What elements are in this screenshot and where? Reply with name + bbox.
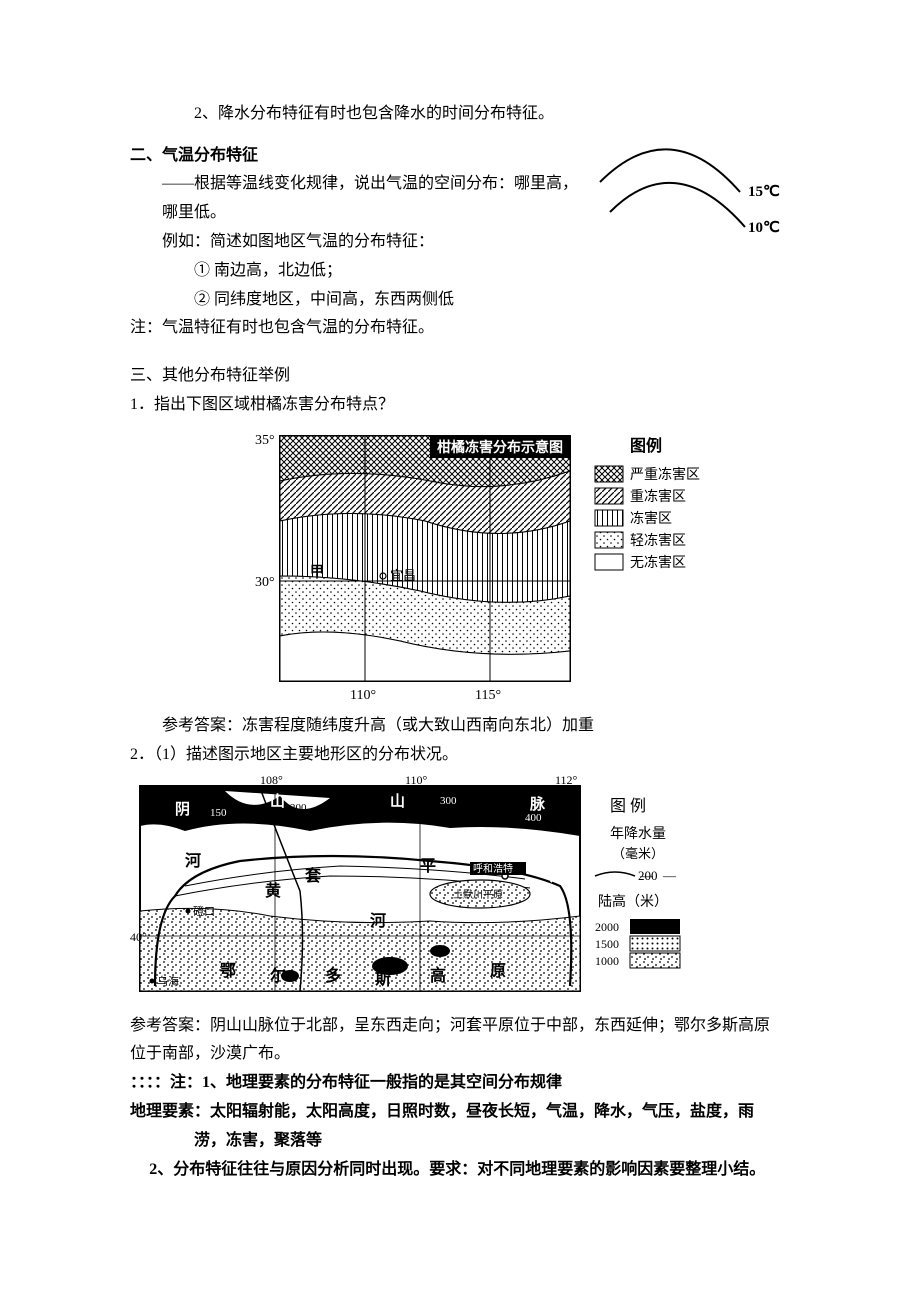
sec3-heading: 三、其他分布特征举例 xyxy=(130,362,790,391)
svg-text:山: 山 xyxy=(390,793,405,810)
sec3-ans1: 参考答案：冻害程度随纬度升高（或大致山西南向东北）加重 xyxy=(162,712,790,741)
fig2-city-dengkou: 磴口 xyxy=(193,905,215,918)
fig1-lat-35: 35° xyxy=(255,433,275,448)
sec3-ans2b: 位于南部，沙漠广布。 xyxy=(130,1040,790,1069)
fig1-city-jia: 甲 xyxy=(310,564,324,580)
isotherm-label-15: 15℃ xyxy=(748,184,780,200)
svg-text:河: 河 xyxy=(185,851,201,870)
note-1a: ：：：：注：1、地理要素的分布特征一般指的是其空间分布规律 xyxy=(130,1069,790,1098)
fig2-lat-40: 40° xyxy=(130,930,147,944)
fig2-precip-unit: （毫米） xyxy=(612,846,664,861)
note-2: 2、分布特征往往与原因分析同时出现。要求：对不同地理要素的影响因素要整理小结。 xyxy=(149,1156,790,1185)
sec2-item2: ② 同纬度地区，中间高，东西两侧低 xyxy=(194,286,790,315)
sec2-item1: ① 南边高，北边低； xyxy=(194,257,790,286)
figure-2-hetao-map: 土默川平原 阴 山 山 脉 河 套 黄 平 原 河 鄂 尔 多 斯 高 原 15… xyxy=(130,776,790,1006)
svg-text:尔: 尔 xyxy=(270,966,286,985)
svg-text:斯: 斯 xyxy=(375,969,391,988)
fig2-lon-112: 112° xyxy=(555,776,578,787)
fig2-elev-label: 陆高（米） xyxy=(598,893,668,910)
svg-text:套: 套 xyxy=(304,866,322,885)
fig2-precip-label: 年降水量 xyxy=(610,826,666,842)
figure-1-citrus-frost-map: 柑橘冻害分布示意图 甲 宜昌 35° 30° 110° 115° 图例 严重冻害… xyxy=(130,426,790,706)
sec3-ans2a: 参考答案：阴山山脉位于北部，呈东西走向；河套平原位于中部，东西延伸；鄂尔多斯高原 xyxy=(130,1012,790,1041)
isotherm-label-10: 10℃ xyxy=(748,220,780,236)
fig1-legend-1: 重冻害区 xyxy=(630,488,686,505)
isotherm-diagram: 15℃ 10℃ xyxy=(590,132,790,252)
svg-text:2000: 2000 xyxy=(595,920,619,934)
svg-text:河: 河 xyxy=(370,911,386,930)
fig1-city-yichang: 宜昌 xyxy=(390,568,416,583)
fig1-legend-0: 严重冻害区 xyxy=(630,466,700,483)
svg-text:平: 平 xyxy=(420,857,436,875)
svg-text:150: 150 xyxy=(210,807,227,819)
svg-text:—: — xyxy=(662,868,677,883)
fig1-legend-2: 冻害区 xyxy=(630,510,672,527)
fig2-lon-108: 108° xyxy=(260,776,283,787)
note-1c: 涝，冻害，聚落等 xyxy=(194,1127,790,1156)
svg-text:200: 200 xyxy=(638,868,658,883)
sec3-q1: 1．指出下图区域柑橘冻害分布特点？ xyxy=(130,391,790,420)
fig2-lon-110: 110° xyxy=(405,776,428,787)
svg-text:1000: 1000 xyxy=(595,954,619,968)
fig1-lon-110: 110° xyxy=(350,688,376,703)
fig1-legend-3: 轻冻害区 xyxy=(630,532,686,549)
fig2-city-wuhai: 乌海 xyxy=(157,974,179,988)
fig2-legend-title: 图 例 xyxy=(610,797,646,815)
sec3-q2: 2．（1）描述图示地区主要地形区的分布状况。 xyxy=(130,741,790,770)
fig1-lon-115: 115° xyxy=(475,688,501,703)
precip-note: 2、降水分布特征有时也包含降水的时间分布特征。 xyxy=(194,100,790,129)
fig1-legend-4: 无冻害区 xyxy=(630,554,686,571)
svg-text:原: 原 xyxy=(550,867,566,885)
note-1b: 地理要素：太阳辐射能，太阳高度，日照时数，昼夜长短，气温，降水，气压，盐度，雨 xyxy=(130,1098,790,1127)
fig1-legend-title: 图例 xyxy=(630,436,662,455)
fig2-tumochuan: 土默川平原 xyxy=(453,888,503,901)
fig1-title: 柑橘冻害分布示意图 xyxy=(437,439,563,456)
svg-text:鄂: 鄂 xyxy=(220,962,236,980)
fig2-city-hohhot: 呼和浩特 xyxy=(473,863,513,875)
svg-text:原: 原 xyxy=(490,962,506,980)
svg-text:1500: 1500 xyxy=(595,937,619,951)
svg-text:200: 200 xyxy=(290,802,307,814)
svg-text:400: 400 xyxy=(525,812,542,824)
svg-text:黄: 黄 xyxy=(265,881,281,900)
svg-text:300: 300 xyxy=(440,795,457,807)
svg-text:山: 山 xyxy=(270,793,285,810)
svg-text:阴: 阴 xyxy=(175,801,190,818)
svg-text:高: 高 xyxy=(430,966,446,985)
svg-text:脉: 脉 xyxy=(529,795,546,813)
fig1-lat-30: 30° xyxy=(255,575,275,590)
sec2-note: 注：气温特征有时也包含气温的分布特征。 xyxy=(130,314,790,343)
svg-text:多: 多 xyxy=(325,966,341,985)
